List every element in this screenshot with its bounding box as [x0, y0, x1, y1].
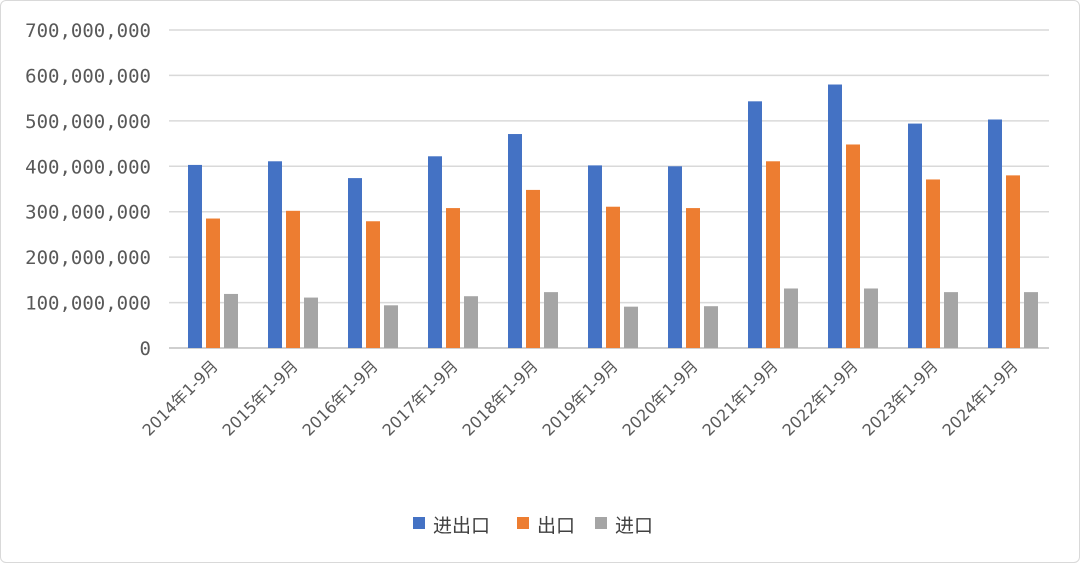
bar-total — [508, 134, 522, 348]
bar-import — [944, 292, 958, 348]
bar-export — [686, 208, 700, 348]
x-tick-label: 2022年1-9月 — [778, 356, 861, 439]
x-tick-label: 2018年1-9月 — [458, 356, 541, 439]
bar-import — [384, 305, 398, 348]
bar-import — [224, 293, 238, 348]
bars — [188, 84, 1038, 348]
x-tick-label: 2019年1-9月 — [538, 356, 621, 439]
legend-swatch — [413, 517, 425, 529]
bar-import — [624, 306, 638, 348]
bar-total — [668, 166, 682, 348]
bar-import — [784, 288, 798, 348]
bar-total — [348, 178, 362, 348]
bar-import — [704, 306, 718, 348]
bar-import — [864, 288, 878, 348]
y-tick-label: 0 — [140, 338, 151, 360]
x-axis-ticks: 2014年1-9月2015年1-9月2016年1-9月2017年1-9月2018… — [138, 356, 1021, 439]
x-tick-label: 2017年1-9月 — [378, 356, 461, 439]
bar-export — [206, 218, 220, 348]
bar-total — [188, 164, 202, 348]
legend-label: 出口 — [537, 515, 575, 537]
bar-total — [268, 161, 282, 348]
bar-import — [464, 296, 478, 348]
bar-export — [366, 221, 380, 348]
bar-export — [606, 206, 620, 348]
bar-export — [926, 179, 940, 348]
x-tick-label: 2023年1-9月 — [858, 356, 941, 439]
y-axis-ticks: 0 100,000,000 200,000,000 300,000,000 400,00… — [25, 20, 151, 360]
bar-total — [748, 101, 762, 348]
bar-total — [588, 165, 602, 348]
bar-export — [446, 208, 460, 348]
x-tick-label: 2020年1-9月 — [618, 356, 701, 439]
x-tick-label: 2015年1-9月 — [218, 356, 301, 439]
bar-import — [544, 292, 558, 348]
legend-label: 进出口 — [433, 515, 490, 537]
bar-export — [526, 189, 540, 348]
x-tick-label: 2016年1-9月 — [298, 356, 381, 439]
y-tick-label: 700,000,000 — [25, 20, 151, 42]
legend-label: 进口 — [615, 515, 653, 537]
legend-swatch — [517, 517, 529, 529]
bar-import — [1024, 292, 1038, 348]
bar-export — [1006, 175, 1020, 348]
bar-total — [428, 156, 442, 348]
bar-export — [286, 210, 300, 348]
x-tick-label: 2024年1-9月 — [938, 356, 1021, 439]
y-tick-label: 100,000,000 — [25, 293, 151, 315]
y-tick-label: 300,000,000 — [25, 202, 151, 224]
bar-total — [908, 123, 922, 348]
y-tick-label: 500,000,000 — [25, 111, 151, 133]
y-tick-label: 200,000,000 — [25, 247, 151, 269]
bar-import — [304, 297, 318, 348]
bar-total — [828, 84, 842, 348]
legend: 进出口 出口 进口 — [413, 515, 653, 537]
bar-export — [766, 161, 780, 348]
x-tick-label: 2014年1-9月 — [138, 356, 221, 439]
y-tick-label: 400,000,000 — [25, 156, 151, 178]
y-tick-label: 600,000,000 — [25, 65, 151, 87]
legend-swatch — [595, 517, 607, 529]
x-tick-label: 2021年1-9月 — [698, 356, 781, 439]
bar-export — [846, 144, 860, 348]
bar-total — [988, 119, 1002, 348]
